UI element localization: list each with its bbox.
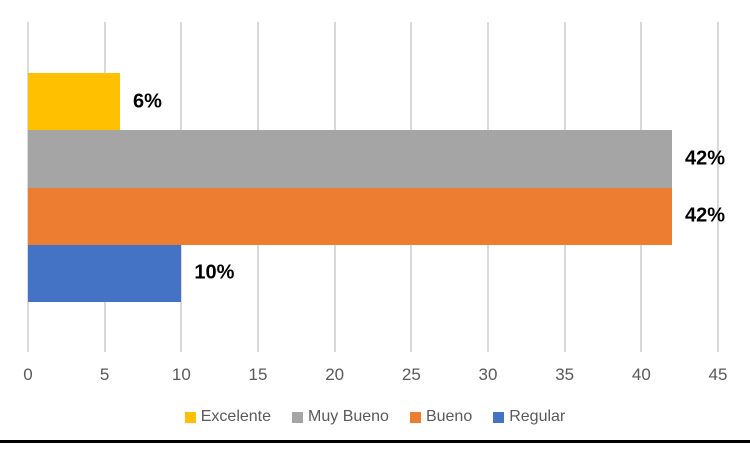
bar-excelente (28, 73, 120, 131)
x-tick-label: 0 (23, 365, 33, 384)
data-label-bueno: 42% (685, 204, 726, 227)
legend-item-muy-bueno: Muy Bueno (292, 408, 389, 426)
x-tick-label: 35 (555, 365, 575, 384)
x-tick-label: 45 (708, 365, 728, 384)
bar-bueno (28, 187, 672, 245)
legend-label: Excelente (200, 408, 272, 425)
legend-swatch-muy-bueno (292, 411, 304, 423)
x-tick-label: 25 (401, 365, 421, 384)
legend-swatch-regular (493, 411, 505, 423)
legend-label: Muy Bueno (308, 408, 389, 425)
x-tick-label: 15 (248, 365, 268, 384)
bar-regular (28, 244, 182, 302)
x-tick-label: 5 (99, 365, 110, 384)
legend-item-bueno: Bueno (409, 408, 473, 426)
legend-swatch-bueno (409, 411, 421, 423)
legend-swatch-excelente (184, 411, 196, 423)
data-label-excelente: 6% (133, 90, 162, 113)
legend: Excelente Muy Bueno Bueno Regular (0, 405, 750, 429)
x-tick-label: 30 (478, 365, 498, 384)
x-tick-label: 20 (325, 365, 345, 384)
data-label-regular: 10% (194, 261, 235, 284)
bar-muy-bueno (28, 130, 672, 188)
x-tick-label: 10 (171, 365, 191, 384)
plot-area: 6% 42% 42% 10% (27, 22, 725, 352)
document-bottom-border (0, 440, 750, 443)
x-tick-label: 40 (631, 365, 651, 384)
legend-item-excelente: Excelente (184, 408, 272, 426)
legend-item-regular: Regular (493, 408, 565, 426)
x-axis: 0 5 10 15 20 25 30 35 40 45 (23, 365, 727, 385)
data-label-muy-bueno: 42% (685, 147, 726, 170)
legend-label: Regular (509, 408, 566, 425)
legend-label: Bueno (425, 408, 473, 425)
gridline (717, 22, 719, 352)
